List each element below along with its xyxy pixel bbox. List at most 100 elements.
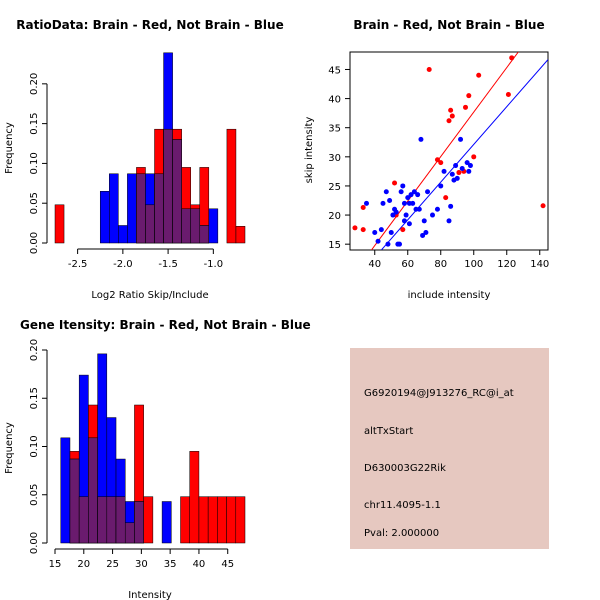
not-brain-point	[430, 212, 435, 218]
intensity-brain-bar	[198, 496, 209, 544]
intensity-x-tick-label: 45	[221, 559, 234, 570]
ratio-overlap-bar	[154, 173, 164, 244]
ratio-brain-bar	[54, 204, 65, 244]
ratio-y-tick-label: 0.10	[29, 152, 40, 174]
brain-point	[466, 93, 472, 99]
ratio-overlap-bar	[172, 139, 182, 244]
not-brain-point	[393, 209, 399, 215]
not-brain-point	[375, 238, 381, 244]
ratio-brain-bar	[226, 128, 237, 244]
not-brain-point	[408, 192, 414, 198]
ratio-overlap-bar	[145, 204, 155, 244]
not-brain-point	[410, 200, 416, 206]
scatter-x-tick-label: 80	[434, 259, 447, 270]
ratio-x-axis-label: Log2 Ratio Skip/Include	[91, 290, 208, 301]
brain-point	[446, 118, 452, 124]
not-brain-point	[380, 200, 386, 206]
scatter-y-axis-label: skip intensity	[304, 117, 315, 184]
not-brain-point	[383, 189, 389, 195]
not-brain-point	[372, 230, 378, 236]
ratio-not-brain-bar	[118, 225, 128, 244]
not-brain-point	[364, 200, 369, 206]
brain-point	[438, 160, 444, 166]
intensity-histogram-panel: Gene Itensity: Brain - Red, Not Brain - …	[4, 318, 311, 600]
scatter-y-tick-label: 30	[328, 153, 341, 164]
not-brain-point	[405, 195, 411, 201]
ratio-overlap-bar	[136, 173, 146, 244]
intensity-brain-bar	[180, 496, 190, 544]
probe-id-text: G6920194@J913276_RC@i_at	[364, 388, 514, 399]
brain-point	[509, 55, 515, 61]
scatter-y-tick-label: 35	[328, 124, 341, 135]
brain-point	[352, 225, 358, 231]
intensity-chart-title: Gene Itensity: Brain - Red, Not Brain - …	[20, 318, 311, 332]
ratio-overlap-bar	[190, 208, 201, 244]
intensity-overlap-bar	[69, 458, 80, 544]
intensity-overlap-bar	[88, 437, 98, 544]
ratio-histogram-plot: -2.5 -2.0 -1.5 -1.0 0.00 0.05 0.10 0.15 0.20	[29, 52, 246, 270]
not-brain-point	[420, 232, 426, 238]
not-brain-point	[449, 171, 455, 177]
not-brain-point	[401, 218, 407, 224]
brain-point	[392, 180, 398, 186]
scatter-x-tick-label: 60	[401, 259, 414, 270]
intensity-y-tick-label: 0.15	[29, 387, 40, 409]
not-brain-point	[385, 241, 391, 247]
not-brain-point	[387, 198, 393, 203]
ratio-overlap-bar	[199, 225, 210, 244]
brain-point	[463, 104, 468, 110]
not-brain-point	[397, 241, 402, 247]
ratio-x-tick-label: -2.5	[68, 259, 88, 270]
ratio-y-tick-label: 0.15	[29, 112, 40, 134]
brain-point	[360, 227, 366, 233]
ratio-not-brain-bar	[208, 208, 219, 244]
brain-point	[426, 66, 432, 72]
not-brain-point	[388, 230, 394, 236]
brain-point	[448, 107, 454, 113]
brain-point	[471, 154, 477, 160]
info-panel: G6920194@J913276_RC@i_at altTxStart D630…	[350, 348, 549, 549]
intensity-x-tick-label: 40	[193, 559, 206, 570]
intensity-brain-bar	[235, 496, 246, 544]
intensity-x-tick-label: 15	[49, 559, 62, 570]
ratio-overlap-bar	[163, 128, 173, 244]
intensity-y-tick-label: 0.20	[29, 339, 40, 361]
location-text: chr11.4095-1.1	[364, 500, 441, 511]
not-brain-point	[448, 203, 454, 209]
scatter-x-axis-label: include intensity	[408, 290, 491, 301]
scatter-panel: Brain - Red, Not Brain - Blue 40 60 80 100 1…	[304, 18, 549, 301]
not-brain-point	[401, 200, 407, 206]
not-brain-point	[390, 212, 396, 218]
intensity-brain-bar	[143, 496, 154, 544]
scatter-frame	[349, 51, 549, 251]
scatter-x-tick-label: 100	[464, 259, 483, 270]
intensity-y-tick-label: 0.05	[29, 484, 40, 506]
ratio-not-brain-bar	[109, 173, 119, 244]
intensity-brain-bar	[217, 496, 227, 544]
scatter-x-tick-label: 40	[368, 259, 381, 270]
brain-fit-line	[371, 52, 519, 250]
ratio-chart-title: RatioData: Brain - Red, Not Brain - Blue	[16, 18, 283, 32]
pval-text: Pval: 2.000000	[364, 528, 439, 539]
intensity-x-tick-label: 20	[77, 559, 90, 570]
not-brain-point	[454, 175, 460, 181]
gene-name-text: D630003G22Rik	[364, 463, 446, 474]
intensity-brain-bar	[226, 496, 237, 544]
scatter-y-tick-label: 45	[328, 65, 341, 76]
not-brain-point	[403, 212, 409, 218]
intensity-overlap-bar	[134, 501, 144, 544]
event-type-text: altTxStart	[364, 426, 413, 437]
brain-point	[476, 72, 482, 78]
ratio-x-tick-label: -1.5	[158, 259, 178, 270]
not-brain-point	[438, 183, 444, 189]
info-panel-background	[350, 348, 549, 549]
intensity-overlap-bar	[78, 496, 89, 544]
scatter-y-tick-label: 40	[328, 95, 341, 106]
scatter-y-tick-label: 20	[328, 211, 341, 222]
scatter-data-area	[352, 52, 548, 250]
not-brain-point	[464, 160, 470, 166]
intensity-overlap-bar	[97, 496, 108, 544]
intensity-not-brain-bar	[161, 501, 172, 544]
not-brain-point	[466, 168, 472, 174]
